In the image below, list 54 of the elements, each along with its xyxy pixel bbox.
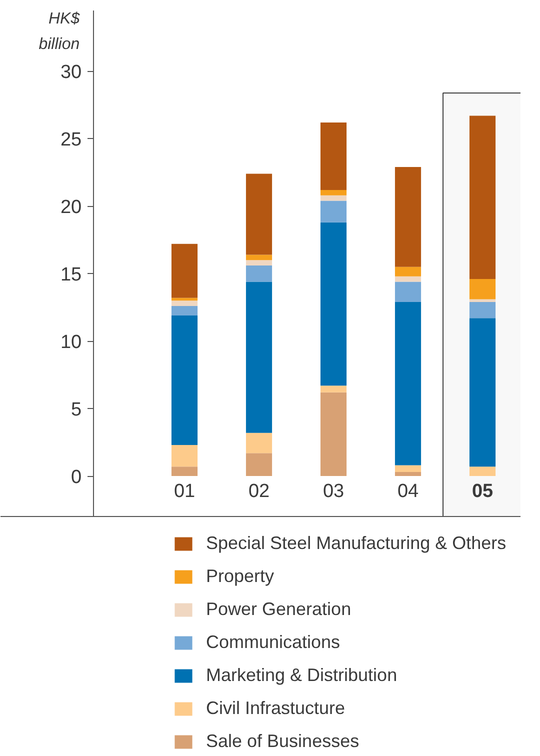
bar <box>246 432 272 454</box>
x-tick-label: 04 <box>397 481 420 502</box>
y-tick-label: 5 <box>71 400 82 421</box>
bar <box>246 254 272 260</box>
y-axis-title: HK$ billion <box>38 10 81 53</box>
legend-label: Sale of Businesses <box>206 731 360 752</box>
bar <box>320 122 347 190</box>
bar <box>320 195 347 201</box>
bar <box>246 453 272 476</box>
bar <box>320 392 347 476</box>
bar <box>394 167 422 267</box>
x-tick-label: 05 <box>472 481 494 502</box>
legend-label: Property <box>206 566 274 587</box>
bar <box>394 302 422 466</box>
bar <box>246 282 272 433</box>
legend-label: Power Generation <box>206 599 352 620</box>
x-tick-label: 02 <box>248 481 270 502</box>
bar <box>171 244 198 298</box>
bar <box>320 200 347 222</box>
bar <box>171 306 198 316</box>
y-tick-label: 30 <box>60 62 82 84</box>
bar <box>394 266 422 276</box>
bar <box>320 386 347 392</box>
bar <box>246 266 272 282</box>
bar <box>469 302 496 318</box>
bar <box>394 282 422 302</box>
bar <box>171 298 198 301</box>
legend-label: Civil Infrastucture <box>206 698 346 719</box>
bar <box>394 276 422 282</box>
y-tick-label: 20 <box>60 197 82 218</box>
bar <box>469 299 496 302</box>
bar <box>171 466 198 476</box>
bar <box>171 444 198 467</box>
x-tick-label: 01 <box>174 481 196 502</box>
bar <box>171 300 198 306</box>
legend-label: Marketing & Distribution <box>206 665 398 686</box>
bar <box>171 315 198 445</box>
bar <box>394 472 422 476</box>
bar <box>469 116 496 280</box>
y-tick-label: 0 <box>71 467 82 488</box>
bar <box>469 318 496 467</box>
bar <box>320 222 347 386</box>
bar <box>394 465 422 472</box>
bar <box>469 466 496 476</box>
y-tick-label: 10 <box>60 332 82 354</box>
legend-label: Special Steel Manufacturing & Others <box>206 533 506 554</box>
x-tick-label: 03 <box>322 481 344 502</box>
bar <box>246 260 272 266</box>
bar <box>320 190 347 196</box>
bar <box>469 279 496 300</box>
bar <box>246 174 272 255</box>
legend-label: Communications <box>206 632 340 653</box>
y-tick-label: 15 <box>60 264 82 286</box>
y-tick-label: 25 <box>60 130 82 151</box>
